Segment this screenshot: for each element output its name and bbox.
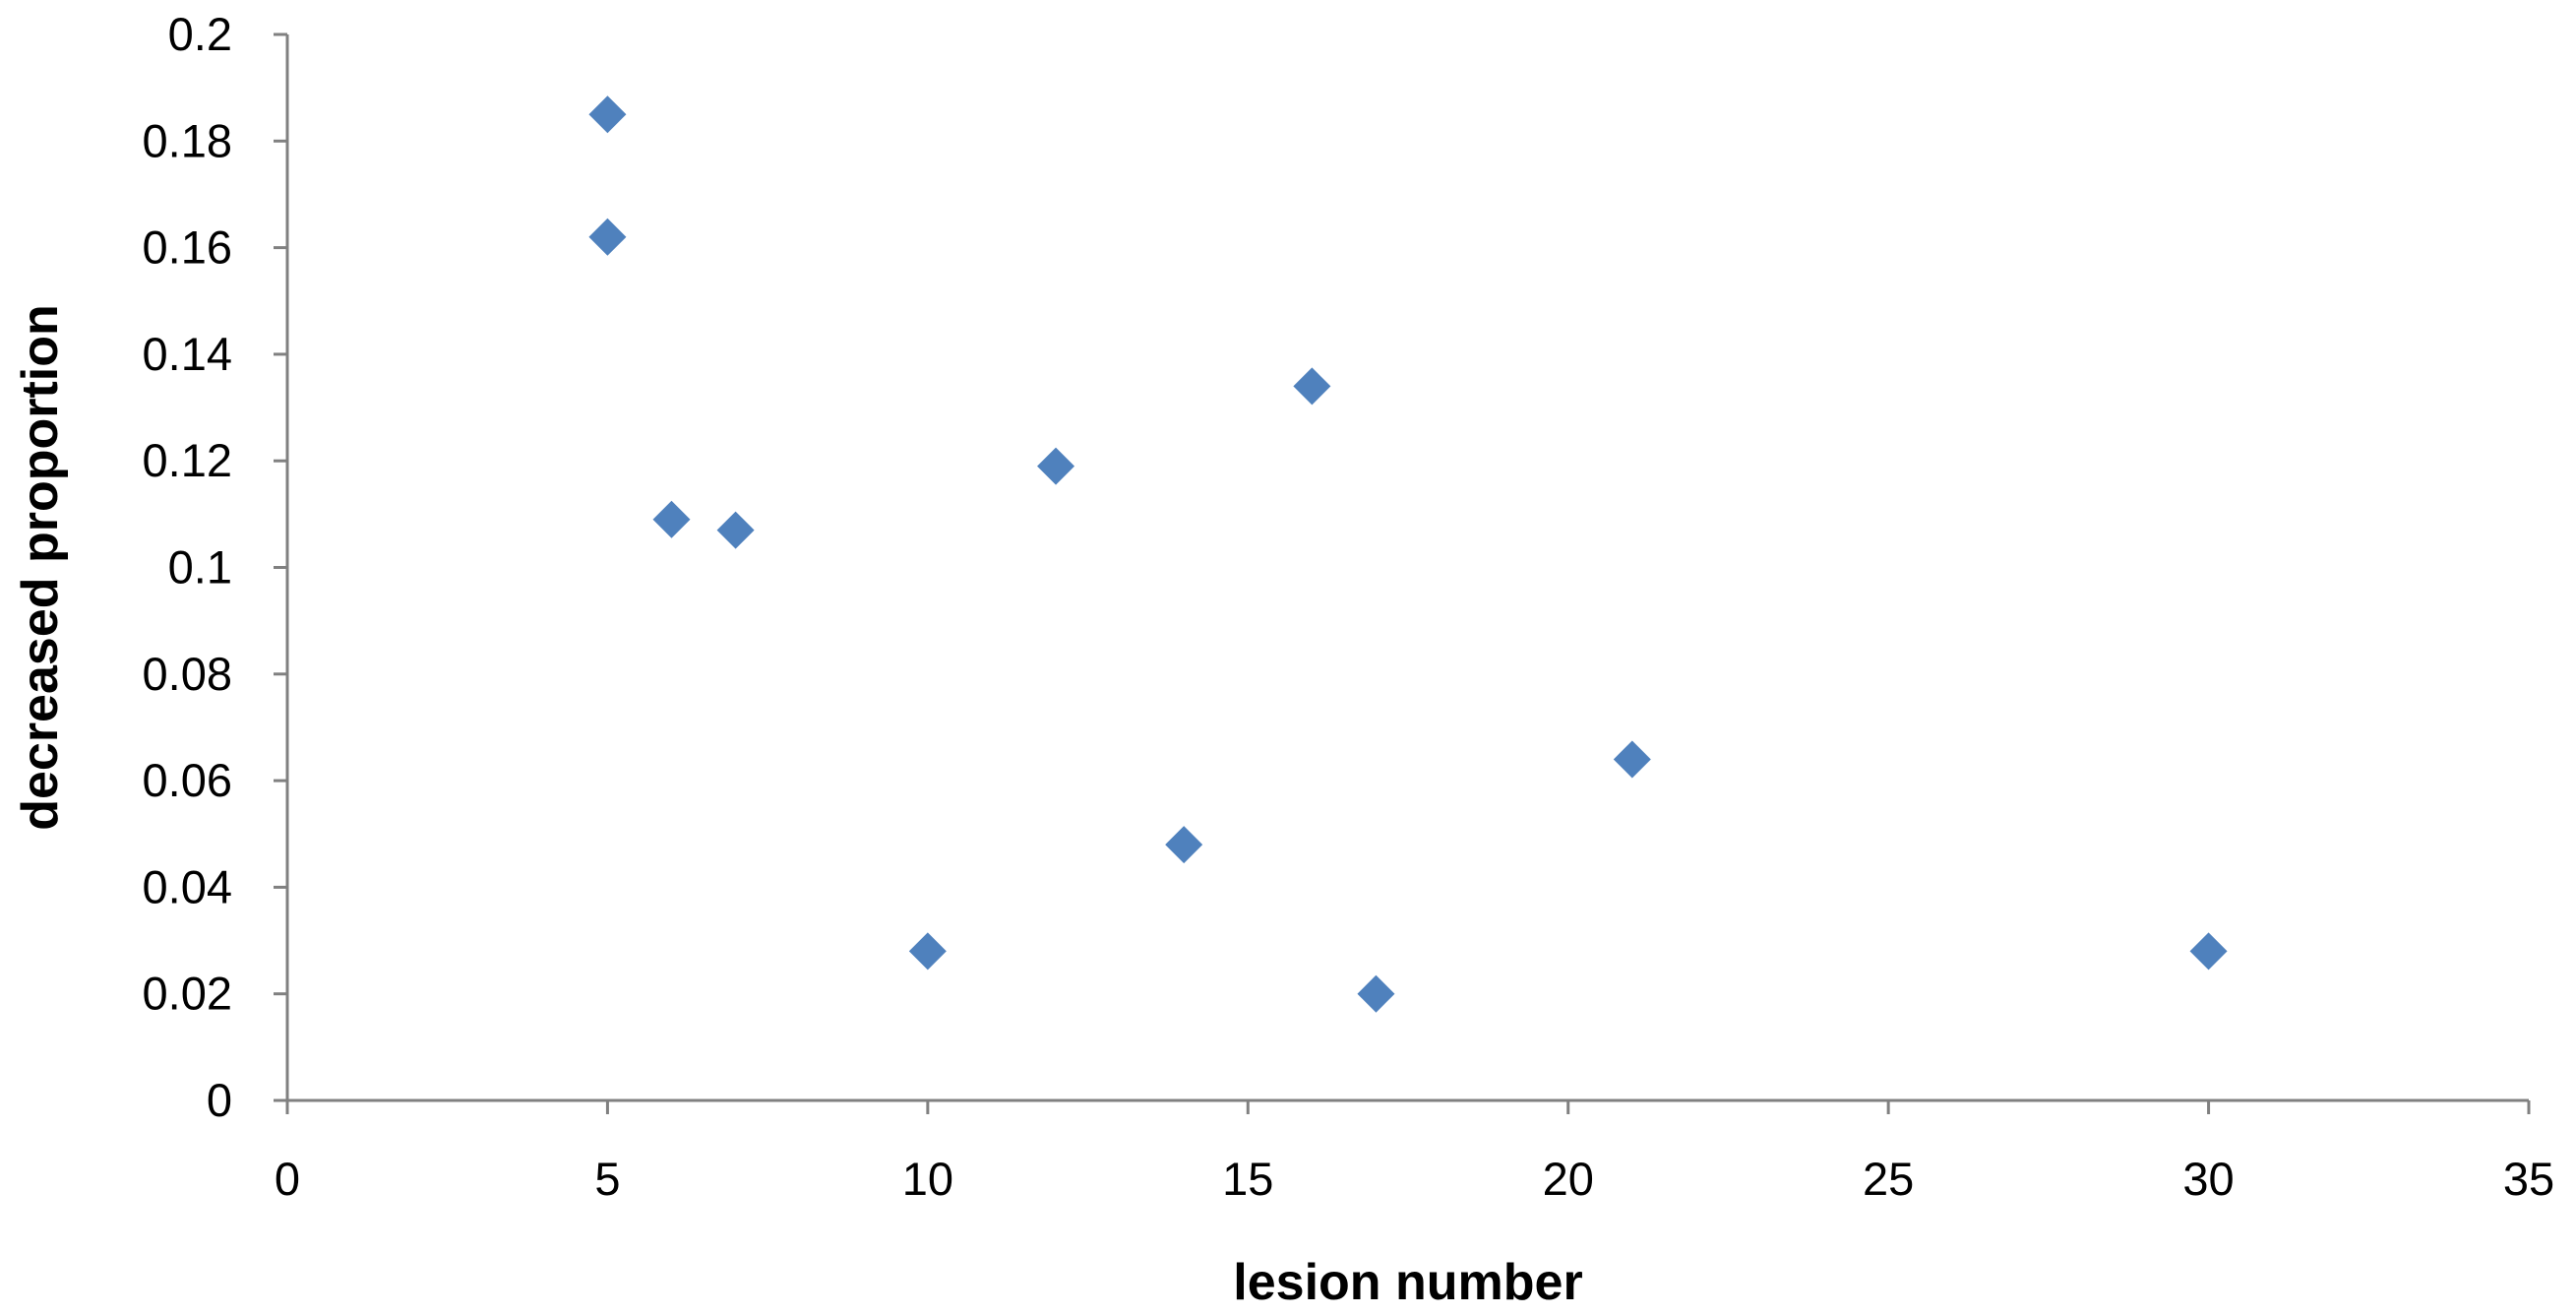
x-tick-label: 35 — [2503, 1153, 2554, 1205]
x-axis-title: lesion number — [1233, 1254, 1582, 1311]
y-tick-label: 0 — [207, 1074, 232, 1126]
x-tick-label: 5 — [594, 1153, 620, 1205]
data-points — [588, 95, 2228, 1013]
y-tick-label: 0.08 — [143, 648, 232, 700]
y-tick-label: 0.18 — [143, 114, 232, 166]
y-tick-label: 0.04 — [143, 860, 232, 912]
data-point — [1037, 447, 1075, 485]
y-tick-label: 0.06 — [143, 754, 232, 806]
x-axis-ticks: 0 5 10 15 20 25 30 35 — [275, 1100, 2554, 1205]
x-tick-label: 25 — [1863, 1153, 1914, 1205]
data-point — [588, 95, 627, 134]
data-point — [716, 511, 755, 549]
data-point — [1165, 826, 1203, 864]
x-tick-label: 0 — [275, 1153, 300, 1205]
x-tick-label: 30 — [2182, 1153, 2234, 1205]
x-tick-label: 20 — [1543, 1153, 1594, 1205]
data-point — [652, 500, 691, 538]
y-tick-label: 0.2 — [168, 8, 232, 60]
data-point — [1357, 974, 1395, 1013]
x-tick-label: 15 — [1222, 1153, 1273, 1205]
x-tick-label: 10 — [902, 1153, 953, 1205]
y-tick-label: 0.14 — [143, 328, 232, 380]
y-tick-label: 0.1 — [168, 541, 232, 594]
data-point — [908, 932, 947, 971]
axes — [285, 34, 2529, 1102]
data-point — [1613, 740, 1651, 779]
y-tick-label: 0.12 — [143, 434, 232, 486]
data-point — [2189, 932, 2228, 971]
data-point — [588, 218, 627, 256]
y-tick-label: 0.16 — [143, 221, 232, 274]
y-tick-label: 0.02 — [143, 968, 232, 1020]
y-axis-ticks: 0 0.02 0.04 0.06 0.08 0.1 0.12 0.14 0.16 0.18 0.2 — [143, 8, 287, 1126]
data-point — [1293, 367, 1331, 406]
y-axis-title: decreased proportion — [12, 304, 69, 831]
